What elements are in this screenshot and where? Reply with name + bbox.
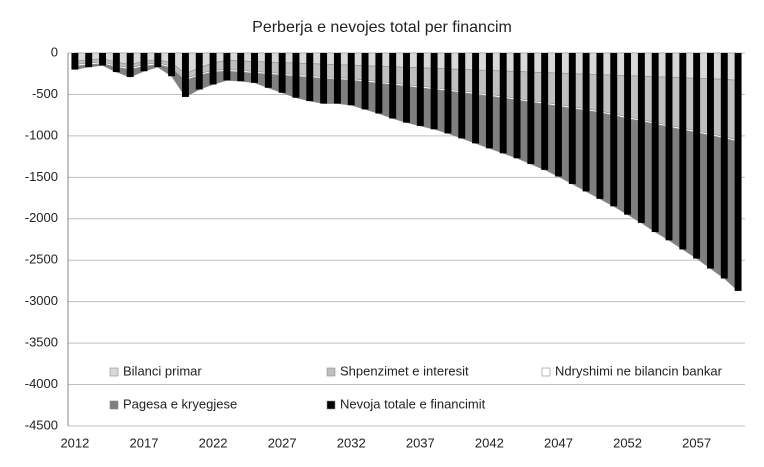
bar [555,53,562,177]
legend-label: Pagesa e kryegjese [123,396,237,411]
x-tick-label: 2047 [544,435,573,450]
bar [734,53,742,291]
bar [347,53,355,106]
bar [126,53,134,78]
bar [112,53,120,73]
x-tick-label: 2022 [199,435,228,450]
bar [472,53,480,144]
bar [71,53,79,70]
chart-title: Perberja e nevojes total per financim [252,19,512,36]
bar [651,53,659,233]
y-tick-label: 0 [51,44,58,59]
bar [154,53,162,68]
bar [541,53,549,170]
bar [582,53,590,192]
bar [168,53,176,77]
y-tick-label: -2000 [25,210,58,225]
bar [195,53,203,90]
bar [292,53,300,98]
y-tick-label: -1000 [25,127,58,142]
legend-swatch [326,400,336,410]
x-tick-label: 2042 [475,435,504,450]
x-tick-label: 2037 [406,435,435,450]
y-tick-label: -500 [32,86,58,101]
y-tick-label: -4500 [25,417,58,432]
legend-label: Nevoja totale e financimit [340,396,486,411]
bar [707,53,714,269]
bar [527,53,535,165]
x-tick-label: 2032 [337,435,366,450]
x-tick-label: 2052 [613,435,642,450]
bar [237,53,245,82]
bar [430,53,438,130]
bar [389,53,397,119]
bar [278,53,286,93]
bar [458,53,466,139]
bar [320,53,328,104]
bar [637,53,645,223]
bar [99,53,106,66]
legend-label: Ndryshimi ne bilancin bankar [555,363,723,378]
y-tick-label: -1500 [25,169,58,184]
bar [181,53,189,97]
bar [361,53,369,110]
bar [568,53,576,184]
bar [720,53,728,279]
bar [140,53,148,72]
legend-label: Shpenzimet e interesit [340,363,469,378]
bar [513,53,521,159]
x-tick-label: 2057 [682,435,711,450]
bar [444,53,452,134]
legend-swatch [109,367,119,377]
bar [403,53,410,123]
y-tick-label: -4000 [25,376,58,391]
bar [375,53,383,114]
bar [85,53,93,68]
bar [333,53,341,104]
bar [596,53,604,199]
bar [251,53,258,83]
bar [306,53,314,102]
bar [624,53,632,215]
x-tick-label: 2027 [268,435,297,450]
bar [665,53,673,241]
bar [485,53,493,149]
legend-swatch [109,400,119,410]
x-tick-label: 2012 [60,435,89,450]
y-tick-label: -3000 [25,293,58,308]
bar [499,53,507,154]
y-tick-label: -3500 [25,335,58,350]
x-tick-label: 2017 [130,435,159,450]
legend-swatch [541,367,551,377]
legend-label: Bilanci primar [123,363,202,378]
y-tick-label: -2500 [25,252,58,267]
bar [416,53,424,126]
bar [679,53,687,250]
bar [693,53,701,259]
bar [264,53,272,88]
legend-swatch [326,367,336,377]
bar [610,53,618,207]
bar [223,53,231,81]
bar [209,53,217,85]
